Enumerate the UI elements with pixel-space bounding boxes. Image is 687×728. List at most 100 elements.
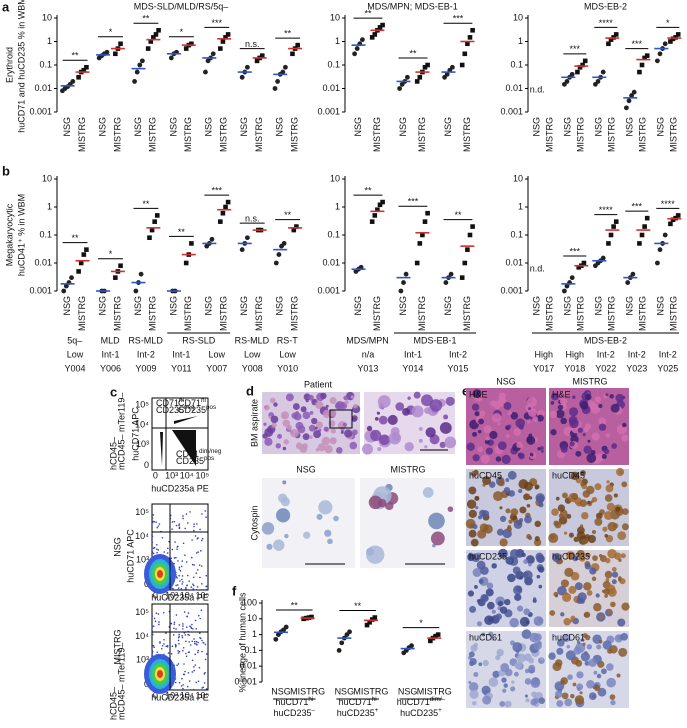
x-tick-label: MISTRG (290, 686, 325, 696)
cell (572, 555, 579, 562)
event-dot (156, 551, 158, 554)
cell (621, 508, 629, 516)
event-dot (176, 546, 179, 548)
significance-label: *** (212, 18, 223, 28)
event-dot (151, 524, 153, 526)
event-dot (194, 664, 197, 666)
population-label-sup: + (438, 707, 442, 714)
cell (587, 439, 591, 443)
sample-id: Y025 (657, 363, 678, 373)
cell (556, 647, 564, 655)
dot (283, 624, 289, 630)
event-dot (177, 560, 179, 562)
cell (523, 570, 533, 581)
dot (655, 58, 660, 64)
cell (617, 618, 626, 627)
cell (478, 578, 484, 584)
cell (492, 670, 500, 678)
event-dot (155, 543, 158, 546)
cell (621, 602, 630, 611)
event-dot (186, 615, 188, 618)
column-label: MISTRG (391, 464, 426, 474)
cell (504, 700, 512, 708)
event-dot (157, 549, 160, 551)
cell (507, 470, 517, 480)
event-dot (167, 652, 170, 654)
event-dot (192, 583, 194, 585)
cell (390, 426, 400, 436)
event-dot (173, 520, 176, 523)
event-dot (190, 627, 193, 629)
cell (611, 579, 617, 585)
dot (564, 79, 570, 84)
dot (380, 199, 385, 205)
dot (433, 633, 438, 639)
cell (580, 638, 585, 643)
cell (526, 534, 532, 539)
cell (586, 590, 593, 596)
cell (496, 528, 504, 536)
x-tick-label: NSG (353, 296, 363, 316)
event-dot (197, 551, 199, 553)
cell (579, 555, 586, 562)
event-dot (166, 645, 169, 648)
cell (283, 439, 289, 445)
dot (118, 41, 123, 47)
x-tick-label: NSG (133, 296, 143, 316)
cell (472, 568, 482, 577)
event-dot (183, 611, 186, 613)
significance-label: *** (408, 197, 419, 207)
x-tick-label: MISTRG (183, 296, 193, 331)
significance-label: ** (454, 210, 462, 220)
event-dot (179, 570, 182, 572)
cell (534, 520, 542, 528)
cell (533, 641, 542, 650)
quadrant-label-base: CD71 (176, 449, 199, 459)
cell (407, 396, 411, 400)
cell (557, 504, 566, 512)
dot (291, 227, 297, 233)
cell (473, 671, 479, 677)
cell (558, 513, 563, 518)
cell (516, 653, 526, 663)
x-tick-label: NSG (353, 117, 363, 137)
dot (576, 265, 582, 270)
row-label: BM aspirate (249, 399, 259, 447)
event-dot (197, 641, 199, 644)
cell (497, 422, 501, 426)
cell (472, 700, 477, 706)
cell (605, 484, 614, 493)
cell (315, 448, 320, 452)
cell (559, 397, 568, 405)
y-tick-label: 1 (518, 201, 523, 211)
significance-label: * (109, 27, 113, 37)
event-dot (184, 670, 186, 673)
cell (290, 428, 299, 438)
event-dot (192, 628, 194, 630)
cell (302, 411, 311, 420)
cell (468, 509, 477, 518)
cell (478, 662, 483, 667)
x-tick-label: MISTRG (417, 117, 427, 152)
event-dot (163, 611, 165, 614)
cell (534, 621, 538, 625)
cell (495, 613, 502, 620)
cell (557, 585, 567, 596)
event-dot (201, 650, 203, 653)
column-label: NSG (296, 464, 316, 474)
cell (585, 393, 592, 401)
event-dot (191, 539, 193, 541)
cell (374, 416, 379, 421)
dot (450, 64, 455, 70)
dot (309, 614, 314, 620)
cell (321, 436, 331, 446)
event-dot (198, 564, 201, 566)
x-tick-label: MISTRG (545, 296, 555, 331)
event-dot (181, 677, 183, 680)
significance-label: ** (178, 227, 186, 237)
dot (564, 283, 570, 289)
cell (580, 599, 585, 604)
event-dot (166, 644, 169, 647)
quadrant-label: CD71hi (156, 397, 184, 408)
y-tick-label: 0.1 (510, 229, 523, 239)
